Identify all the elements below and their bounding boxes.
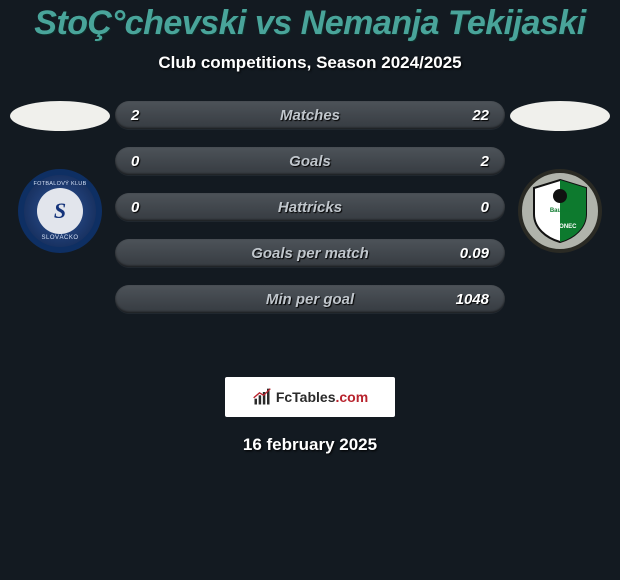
date-text: 16 february 2025 [0, 435, 620, 455]
player-photo-right [510, 101, 610, 131]
fc-slovacko-badge: FOTBALOVÝ KLUB S SLOVÁCKO [18, 169, 102, 253]
badge-bottom-label: SLOVÁCKO [18, 235, 102, 241]
stat-label: Min per goal [266, 291, 354, 308]
brand-box: FcTables.com [225, 377, 395, 417]
stat-label: Goals per match [251, 245, 369, 262]
shield-icon: Baumit JABLONEC [530, 178, 590, 244]
stat-row-matches: 2 Matches 22 [115, 101, 505, 129]
stat-right-value: 0 [449, 199, 489, 216]
stat-rows: 2 Matches 22 0 Goals 2 0 Hattricks 0 Goa… [115, 101, 505, 331]
brand-name: FcTables [276, 389, 336, 405]
stat-left-value: 0 [131, 153, 171, 170]
stat-right-value: 0.09 [449, 245, 489, 262]
stat-label: Hattricks [278, 199, 342, 216]
bar-chart-icon [252, 387, 272, 407]
stat-row-min-per-goal: Min per goal 1048 [115, 285, 505, 313]
stat-left-value: 0 [131, 199, 171, 216]
stat-row-goals: 0 Goals 2 [115, 147, 505, 175]
player-photo-left [10, 101, 110, 131]
badge-top-label: FOTBALOVÝ KLUB [18, 181, 102, 187]
brand-suffix: .com [335, 389, 368, 405]
brand-text: FcTables.com [276, 389, 368, 405]
stat-label: Goals [289, 153, 331, 170]
stat-right-value: 22 [449, 107, 489, 124]
stats-area: FOTBALOVÝ KLUB S SLOVÁCKO Baumit JABLONE… [0, 101, 620, 361]
svg-text:Baumit: Baumit [550, 208, 570, 214]
stat-row-hattricks: 0 Hattricks 0 [115, 193, 505, 221]
stat-left-value: 2 [131, 107, 171, 124]
stat-right-value: 1048 [449, 291, 489, 308]
page-title: StoÇ°chevski vs Nemanja Tekijaski [0, 0, 620, 43]
fk-jablonec-badge: Baumit JABLONEC [518, 169, 602, 253]
stat-label: Matches [280, 107, 340, 124]
svg-text:JABLONEC: JABLONEC [543, 224, 577, 230]
stat-right-value: 2 [449, 153, 489, 170]
badge-letter: S [37, 188, 83, 234]
subtitle: Club competitions, Season 2024/2025 [0, 53, 620, 73]
stat-row-goals-per-match: Goals per match 0.09 [115, 239, 505, 267]
h2h-infographic: StoÇ°chevski vs Nemanja Tekijaski Club c… [0, 0, 620, 580]
